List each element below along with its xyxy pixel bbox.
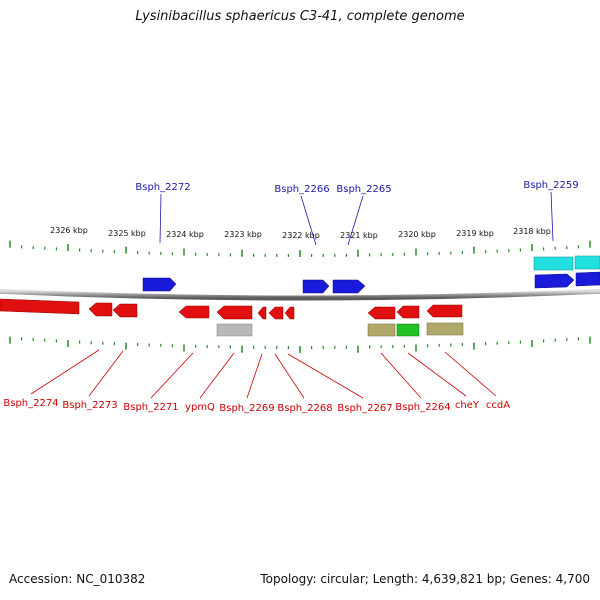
- gene-bsph-2258[interactable]: [575, 271, 600, 287]
- gene-bsph-2274[interactable]: [0, 298, 80, 315]
- scale-label-2318: 2318 kbp: [513, 227, 551, 236]
- accession-text: Accession: NC_010382: [9, 572, 146, 586]
- gene-gray[interactable]: [216, 323, 253, 337]
- scale-label-2323: 2323 kbp: [224, 230, 262, 239]
- scale-ticks-top: [9, 240, 591, 257]
- scale-labels: 2326 kbp 2325 kbp 2324 kbp 2323 kbp 2322…: [50, 226, 551, 240]
- scale-ticks-bottom: [9, 336, 591, 353]
- genome-title: Lysinibacillus sphaericus C3-41, complet…: [135, 9, 465, 24]
- label-bsph-2267: Bsph_2267: [337, 403, 392, 414]
- gene-olive-2[interactable]: [426, 322, 464, 336]
- scale-label-2322: 2322 kbp: [282, 231, 320, 240]
- scale-label-2325: 2325 kbp: [108, 229, 146, 238]
- gene-bsph-2259[interactable]: [534, 273, 575, 289]
- gene-bsph-2273b[interactable]: [112, 303, 138, 318]
- label-bsph-2265: Bsph_2265: [336, 184, 391, 195]
- label-ypmq: ypmQ: [185, 402, 215, 413]
- scale-label-2324: 2324 kbp: [166, 230, 204, 239]
- bottom-label-leaders: [30, 349, 497, 399]
- topology-text: Topology: circular; Length: 4,639,821 bp…: [260, 572, 590, 586]
- label-bsph-2272: Bsph_2272: [135, 182, 190, 193]
- label-bsph-2264: Bsph_2264: [395, 402, 450, 413]
- label-bsph-2266: Bsph_2266: [274, 184, 329, 195]
- gene-ypmq[interactable]: [216, 305, 253, 320]
- label-bsph-2271: Bsph_2271: [123, 402, 178, 413]
- label-bsph-2269: Bsph_2269: [219, 403, 274, 414]
- scale-label-2319: 2319 kbp: [456, 229, 494, 238]
- top-label-leaders: [159, 191, 554, 246]
- label-bsph-2268: Bsph_2268: [277, 403, 332, 414]
- gene-bsph-2266[interactable]: [302, 279, 330, 294]
- gene-olive-1[interactable]: [367, 323, 396, 337]
- gene-chey[interactable]: [426, 304, 463, 318]
- gene-bsph-2272[interactable]: [142, 277, 177, 292]
- scale-label-2326: 2326 kbp: [50, 226, 88, 235]
- gene-bsph-2264[interactable]: [396, 305, 420, 319]
- scale-label-2321: 2321 kbp: [340, 231, 378, 240]
- gene-bsph-2268b[interactable]: [284, 306, 295, 320]
- gene-bsph-2265[interactable]: [332, 279, 366, 294]
- label-chey: cheY: [455, 400, 480, 411]
- gene-green[interactable]: [396, 323, 420, 337]
- gene-cyan-2[interactable]: [574, 255, 600, 270]
- label-bsph-2274: Bsph_2274: [3, 398, 58, 409]
- reverse-genes: [0, 298, 464, 337]
- forward-genes: [142, 255, 600, 294]
- scale-label-2320: 2320 kbp: [398, 230, 436, 239]
- label-ccda: ccdA: [486, 400, 510, 411]
- top-gene-labels: Bsph_2272 Bsph_2266 Bsph_2265 Bsph_2259: [135, 180, 578, 195]
- label-bsph-2273: Bsph_2273: [62, 400, 117, 411]
- label-bsph-2259: Bsph_2259: [523, 180, 578, 191]
- gene-bsph-2269[interactable]: [257, 306, 267, 320]
- gene-bsph-2271[interactable]: [178, 305, 210, 319]
- gene-cyan-1[interactable]: [533, 256, 574, 271]
- gene-bsph-2267[interactable]: [367, 306, 396, 320]
- gene-bsph-2268a[interactable]: [268, 306, 284, 320]
- bottom-gene-labels: Bsph_2274 Bsph_2273 Bsph_2271 ypmQ Bsph_…: [3, 398, 510, 414]
- genome-backbone: [0, 288, 600, 301]
- gene-bsph-2273[interactable]: [88, 302, 113, 317]
